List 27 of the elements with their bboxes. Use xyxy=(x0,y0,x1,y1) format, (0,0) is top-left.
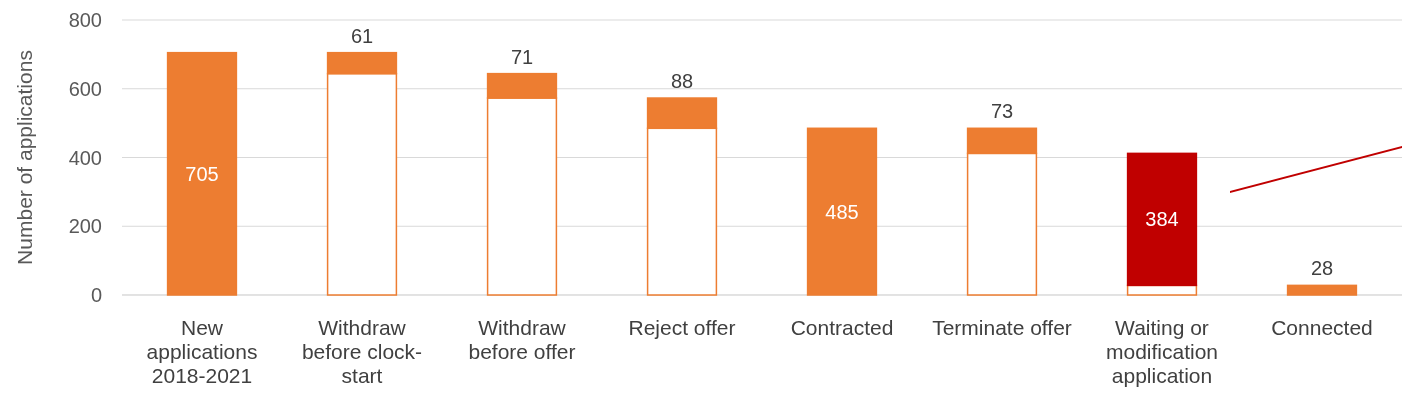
bar xyxy=(806,127,878,296)
data-label: 485 xyxy=(825,200,859,223)
x-tick-label: Connected xyxy=(1271,316,1373,339)
bar xyxy=(1126,284,1198,296)
data-label: 88 xyxy=(670,70,694,93)
x-tick-label: Withdraw before clock-start xyxy=(301,316,423,387)
bar xyxy=(1286,284,1358,296)
x-tick-label: Waiting or modification application xyxy=(1105,316,1219,387)
x-tick-label: Terminate offer xyxy=(932,316,1072,339)
bar xyxy=(166,51,238,296)
y-tick-label: 400 xyxy=(68,146,102,169)
data-label: 73 xyxy=(990,100,1014,123)
x-tick-label: New applications 2018-2021 xyxy=(146,316,258,387)
data-label: 384 xyxy=(1145,208,1179,231)
data-label: 705 xyxy=(185,162,219,185)
x-tick-label: Contracted xyxy=(790,316,894,339)
y-tick-label: 200 xyxy=(68,215,102,238)
data-label: 71 xyxy=(510,45,534,68)
data-label: 61 xyxy=(350,24,374,47)
x-tick-label: Withdraw before offer xyxy=(468,316,576,363)
y-tick-label: 0 xyxy=(90,284,102,306)
data-label: 28 xyxy=(1310,257,1334,280)
y-tick-label: 800 xyxy=(68,9,102,31)
y-axis-title: Number of applications xyxy=(13,50,36,265)
x-tick-label: Reject offer xyxy=(628,316,736,339)
y-tick-label: 600 xyxy=(68,77,102,100)
bar xyxy=(1126,152,1198,287)
